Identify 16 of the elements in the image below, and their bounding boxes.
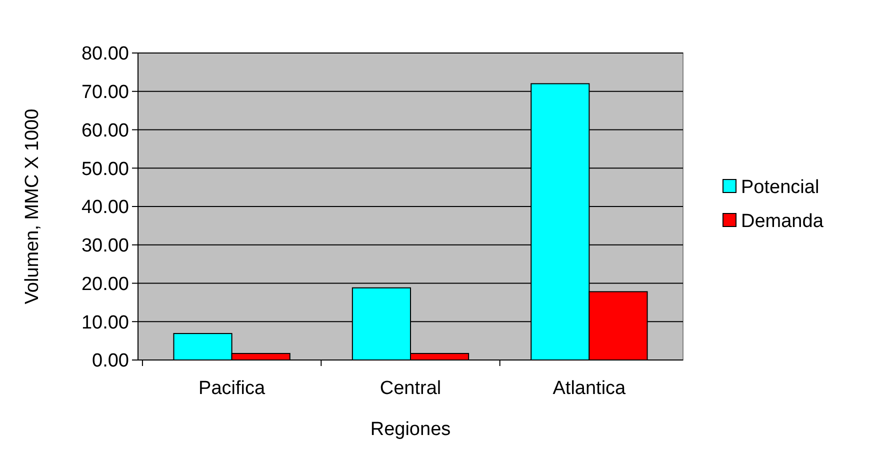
y-tick-label: 10.00 — [81, 312, 129, 334]
x-tick-label: Central — [380, 378, 442, 399]
y-tick-label: 80.00 — [81, 44, 129, 65]
x-tick-label: Atlantica — [552, 378, 626, 399]
y-tick-label: 0.00 — [92, 350, 129, 372]
y-tick-label: 30.00 — [81, 236, 129, 257]
legend-label: Demanda — [741, 211, 824, 232]
x-tick-label: Pacifica — [198, 378, 266, 399]
legend-label: Potencial — [741, 177, 820, 198]
y-tick-label: 20.00 — [81, 274, 129, 295]
y-tick-label: 50.00 — [81, 158, 129, 180]
x-axis-title: Regiones — [370, 419, 451, 440]
y-axis-title: Volumen, MMC X 1000 — [22, 108, 43, 304]
y-tick-label: 70.00 — [81, 82, 129, 104]
y-tick-label: 60.00 — [81, 120, 129, 142]
y-tick-label: 40.00 — [81, 197, 129, 218]
